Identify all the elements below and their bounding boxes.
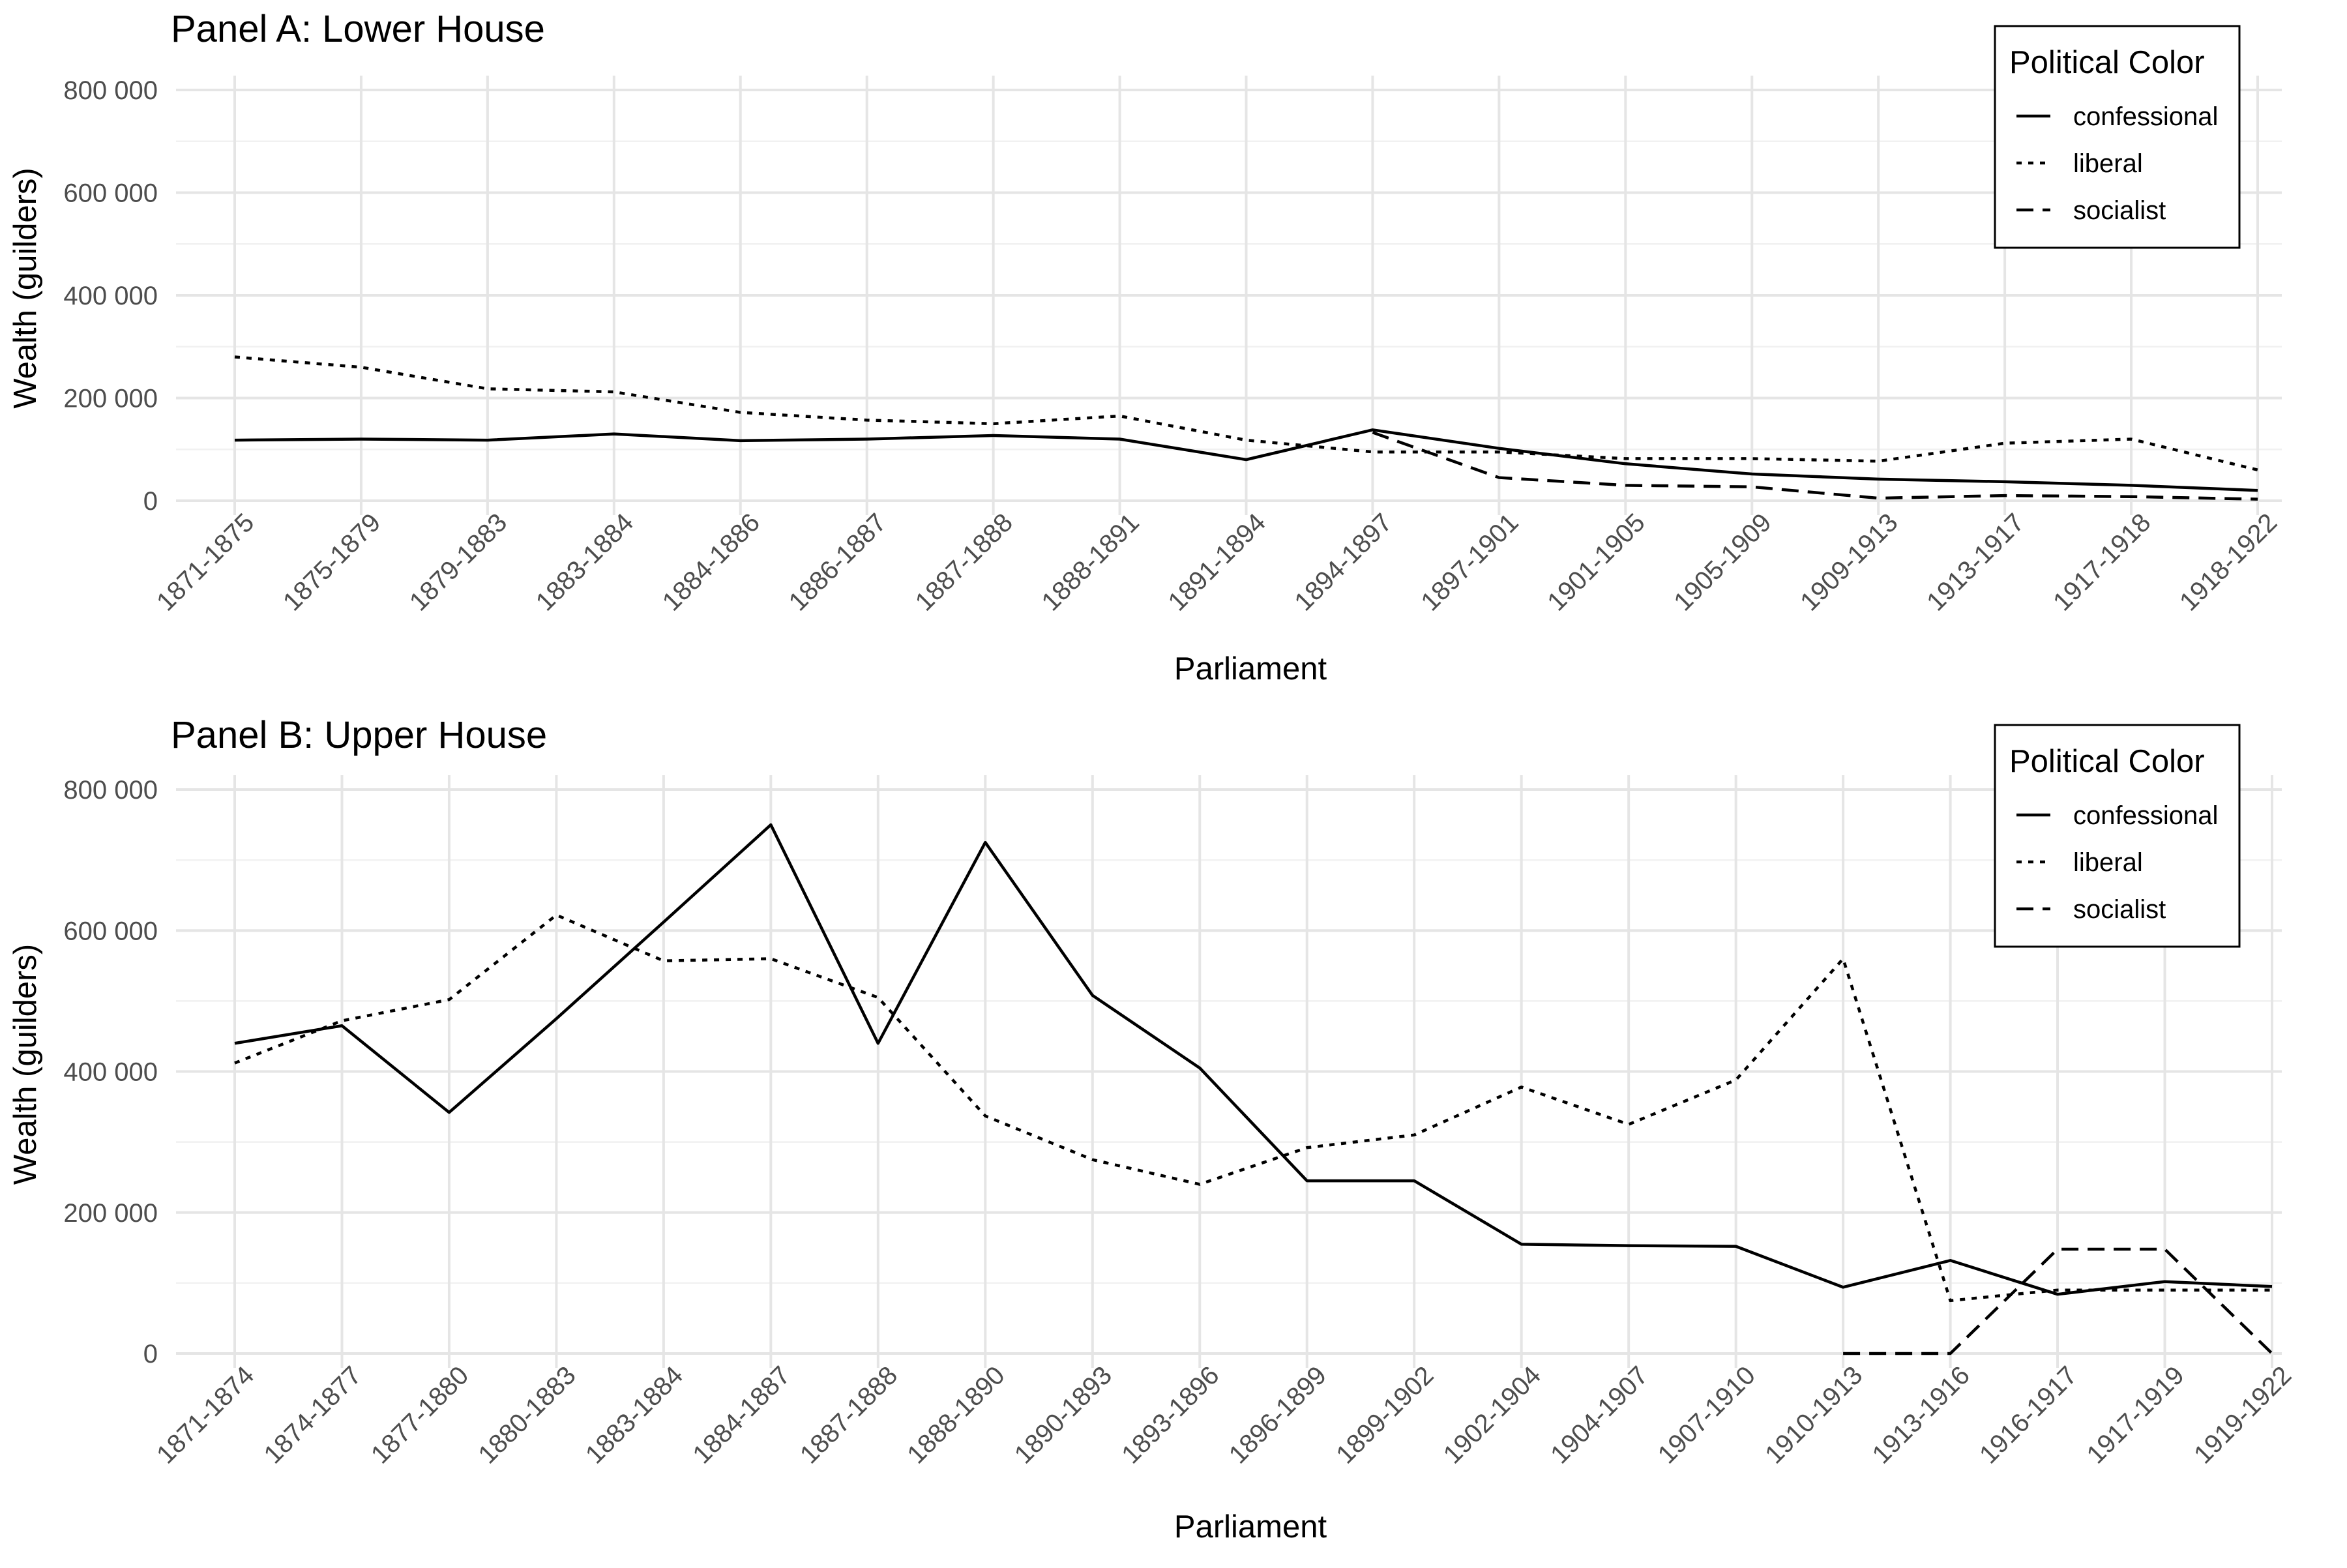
y-tick-label: 200 000 <box>63 385 158 413</box>
legend-title: Political Color <box>2009 45 2205 80</box>
x-tick-label: 1897-1901 <box>1415 508 1524 616</box>
series-line-liberal <box>234 355 2258 471</box>
x-tick-label: 1909-1913 <box>1795 508 1903 616</box>
y-tick-label: 200 000 <box>63 1199 158 1228</box>
x-tick-label: 1888-1891 <box>1037 508 1145 616</box>
legend-box <box>1994 25 2241 249</box>
legend-title: Political Color <box>2009 744 2205 779</box>
chart-title: Panel B: Upper House <box>171 714 547 756</box>
x-axis-title: Parliament <box>1174 1509 1327 1545</box>
x-tick-label: 1883-1884 <box>580 1361 688 1469</box>
x-tick-label: 1887-1888 <box>795 1361 903 1469</box>
x-tick-label: 1907-1910 <box>1653 1361 1761 1469</box>
x-tick-label: 1879-1883 <box>404 508 512 616</box>
x-tick-label: 1901-1905 <box>1542 508 1650 616</box>
x-tick-label: 1913-1917 <box>1921 508 2030 616</box>
x-tick-label: 1884-1886 <box>657 508 765 616</box>
y-tick-label: 400 000 <box>63 1058 158 1087</box>
legend-label-liberal: liberal <box>2073 149 2143 178</box>
y-axis-title: Wealth (guilders) <box>8 944 43 1185</box>
y-tick-label: 600 000 <box>63 917 158 945</box>
series-line-confessional <box>234 823 2273 1296</box>
x-tick-label: 1890-1893 <box>1009 1361 1117 1469</box>
chart-title: Panel A: Lower House <box>171 8 545 50</box>
x-tick-label: 1891-1894 <box>1162 508 1271 616</box>
y-tick-label: 0 <box>143 487 158 516</box>
x-tick-label: 1875-1879 <box>278 508 386 616</box>
series-line-liberal <box>234 913 2272 1303</box>
series-line-confessional <box>234 428 2258 492</box>
x-axis-title: Parliament <box>1174 651 1327 687</box>
y-tick-label: 600 000 <box>63 179 158 208</box>
x-tick-label: 1894-1897 <box>1289 508 1397 616</box>
x-tick-label: 1902-1904 <box>1438 1361 1546 1469</box>
legend-box <box>1994 724 2241 948</box>
x-tick-label: 1919-1922 <box>2189 1361 2297 1469</box>
x-tick-label: 1905-1909 <box>1668 508 1777 616</box>
x-tick-label: 1917-1918 <box>2048 508 2156 616</box>
legend-label-socialist: socialist <box>2073 196 2166 225</box>
x-tick-label: 1917-1919 <box>2082 1361 2190 1469</box>
x-tick-label: 1886-1887 <box>784 508 892 616</box>
series-line-socialist <box>1372 431 2258 501</box>
legend-label-socialist: socialist <box>2073 895 2166 924</box>
y-tick-label: 400 000 <box>63 282 158 310</box>
legend-label-liberal: liberal <box>2073 848 2143 877</box>
x-tick-label: 1877-1880 <box>366 1361 474 1469</box>
x-tick-label: 1887-1888 <box>910 508 1018 616</box>
x-tick-label: 1871-1875 <box>151 508 259 616</box>
x-tick-label: 1871-1874 <box>151 1361 259 1469</box>
x-tick-label: 1899-1902 <box>1331 1361 1439 1469</box>
x-tick-label: 1893-1896 <box>1116 1361 1224 1469</box>
legend-label-confessional: confessional <box>2073 801 2218 830</box>
x-tick-label: 1896-1899 <box>1224 1361 1332 1469</box>
x-tick-label: 1913-1916 <box>1867 1361 1975 1469</box>
y-tick-label: 800 000 <box>63 76 158 105</box>
y-axis-title: Wealth (guilders) <box>8 168 43 408</box>
x-tick-label: 1918-1922 <box>2174 508 2282 616</box>
x-tick-label: 1883-1884 <box>531 508 639 616</box>
x-tick-label: 1880-1883 <box>473 1361 581 1469</box>
legend: Political Color confessional liberal social… <box>1994 724 2241 948</box>
legend-label-confessional: confessional <box>2073 102 2218 131</box>
x-tick-label: 1874-1877 <box>258 1361 366 1469</box>
x-tick-label: 1884-1887 <box>687 1361 795 1469</box>
y-tick-label: 0 <box>143 1340 158 1368</box>
x-tick-label: 1904-1907 <box>1545 1361 1653 1469</box>
x-tick-label: 1910-1913 <box>1760 1361 1868 1469</box>
y-tick-label: 800 000 <box>63 776 158 805</box>
x-tick-label: 1888-1890 <box>902 1361 1010 1469</box>
legend: Political Color confessional liberal social… <box>1994 25 2241 249</box>
x-tick-label: 1916-1917 <box>1974 1361 2082 1469</box>
